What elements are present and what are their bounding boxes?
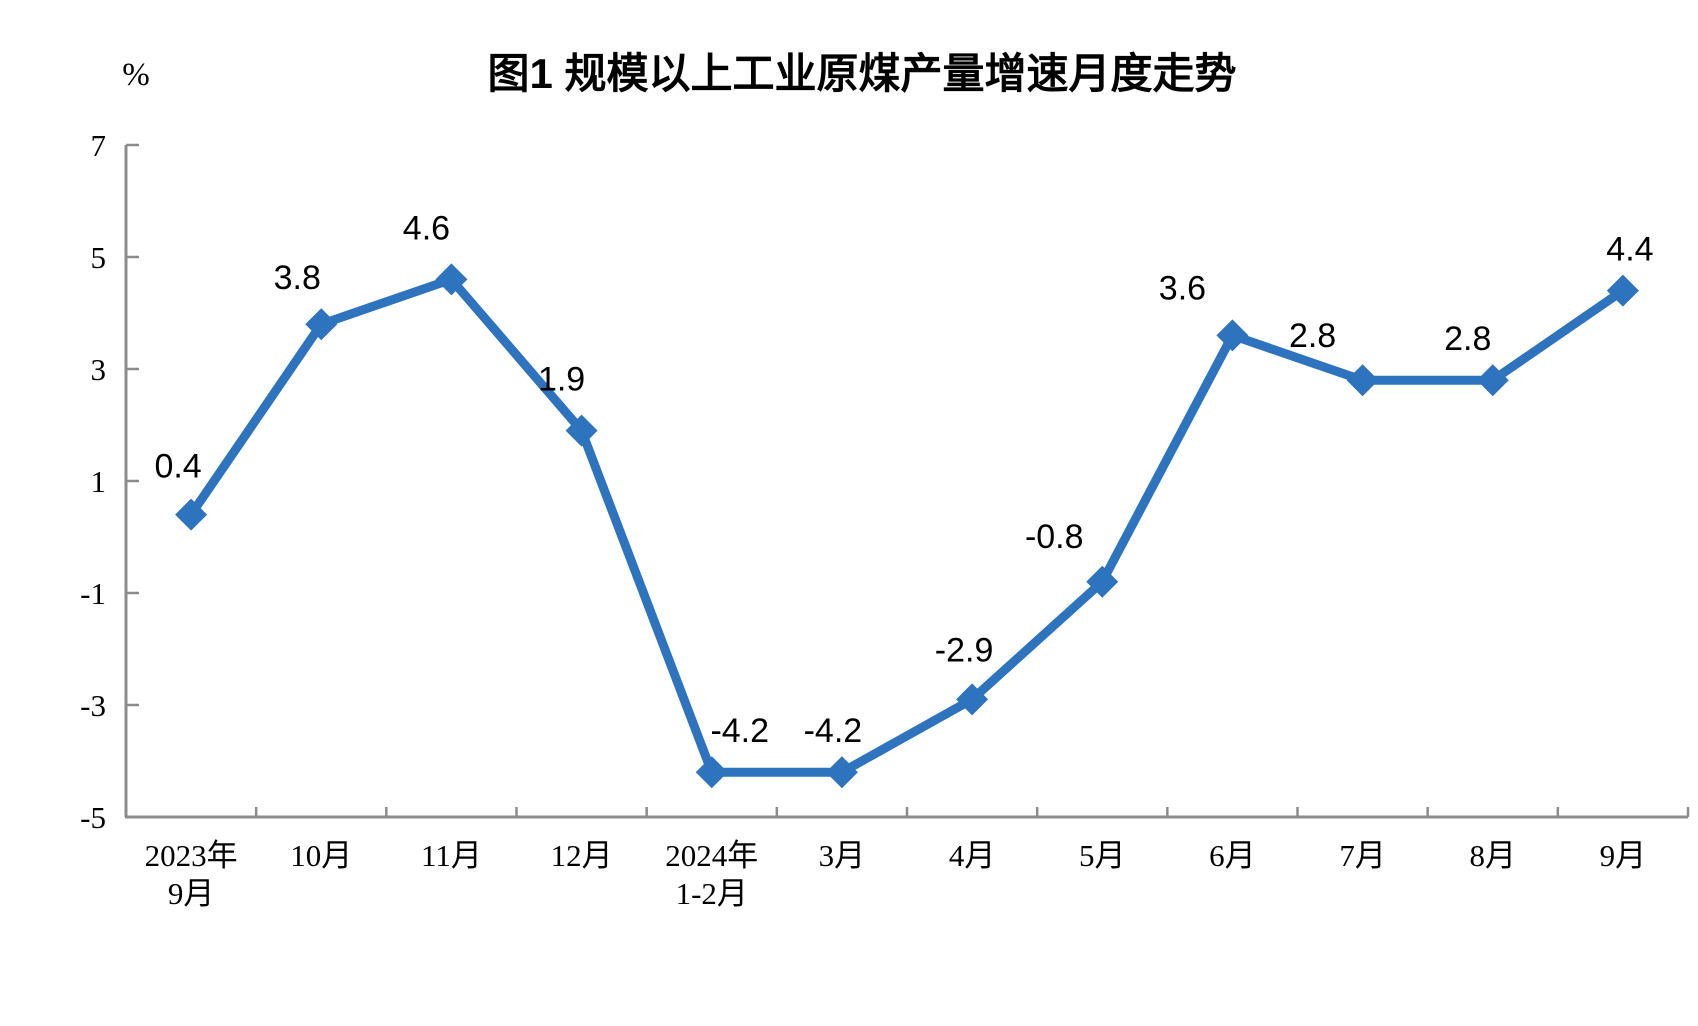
x-tick-label: 4月 (949, 838, 996, 873)
trend-line (186, 274, 1628, 777)
data-point-label: -4.2 (804, 712, 863, 750)
data-point-marker (175, 498, 208, 531)
data-point-marker (825, 756, 858, 789)
data-point-label: 4.6 (403, 209, 450, 247)
x-tick-label: 5月 (1079, 838, 1126, 873)
data-point-marker (565, 414, 598, 447)
data-point-label: 2.8 (1289, 317, 1336, 355)
x-tick-label: 11月 (421, 838, 482, 873)
data-point-marker (956, 683, 989, 716)
data-point-marker (1346, 364, 1379, 397)
x-tick-label: 8月 (1470, 838, 1517, 873)
x-tick-label: 2023年 9月 (145, 838, 238, 911)
plot-area: 7 5 3 1 -1 -3 -5 2023年 9月 10月 11月 12月 2024年 1-2月 3月 4月 5… (80, 128, 1690, 911)
data-point-label: -4.2 (710, 712, 769, 750)
y-tick-label: 3 (91, 352, 107, 387)
x-tick-label: 9月 (1600, 838, 1647, 873)
data-point-marker (695, 756, 728, 789)
y-tick-label: -1 (80, 576, 106, 611)
y-axis-unit-label: % (122, 57, 150, 93)
y-tick-label: 1 (91, 464, 107, 499)
data-point-label: 0.4 (154, 448, 201, 486)
chart-title: 图1 规模以上工业原煤产量增速月度走势 (487, 50, 1236, 97)
data-point-label: 3.8 (274, 259, 321, 297)
data-point-label: 2.8 (1444, 320, 1491, 358)
data-point-marker (305, 308, 338, 341)
data-point-label: 4.4 (1606, 231, 1653, 269)
data-point-marker (1216, 319, 1249, 352)
x-tick-label: 6月 (1209, 838, 1256, 873)
data-point-label: -0.8 (1025, 518, 1084, 556)
data-point-marker (1606, 274, 1639, 307)
data-point-label: 1.9 (538, 361, 585, 399)
y-tick-label: -3 (80, 688, 106, 723)
data-point-marker (1086, 565, 1119, 598)
data-point-label: -2.9 (935, 631, 994, 669)
data-point-label: 3.6 (1159, 269, 1206, 307)
data-point-marker (435, 263, 468, 296)
x-tick-label: 2024年 1-2月 (665, 838, 758, 911)
x-tick-label: 3月 (819, 838, 866, 873)
data-point-marker (1476, 364, 1509, 397)
y-tick-label: 5 (91, 240, 107, 275)
x-tick-label: 10月 (290, 838, 352, 873)
y-tick-label: 7 (91, 128, 107, 163)
x-tick-label: 12月 (551, 838, 613, 873)
y-tick-label: -5 (80, 800, 106, 835)
x-tick-label: 7月 (1339, 838, 1386, 873)
